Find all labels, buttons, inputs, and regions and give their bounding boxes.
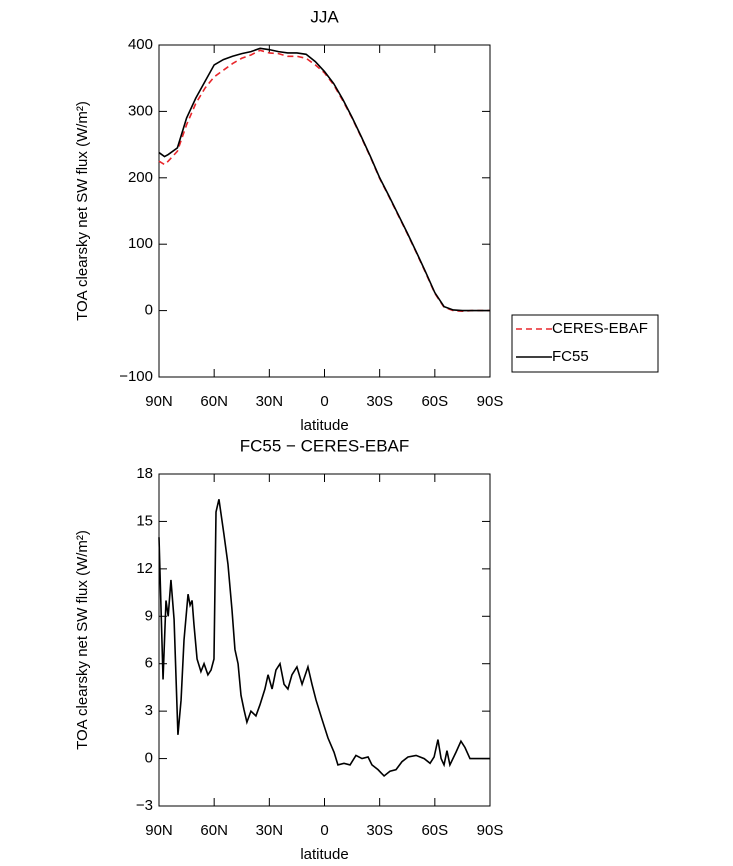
x-tick-label: 0 <box>320 393 328 410</box>
legend-label: CERES-EBAF <box>552 320 648 337</box>
y-tick-label: 6 <box>145 655 153 672</box>
x-tick-label: 60N <box>200 822 228 839</box>
y-tick-label: 0 <box>145 302 153 319</box>
x-tick-label: 30N <box>256 822 284 839</box>
y-tick-label: 0 <box>145 750 153 767</box>
x-tick-label: 90S <box>477 822 504 839</box>
x-axis-label: latitude <box>300 417 348 434</box>
y-tick-label: −3 <box>136 797 153 814</box>
chart-title: JJA <box>310 7 339 26</box>
y-axis-label: TOA clearsky net SW flux (W/m²) <box>74 530 91 750</box>
y-tick-label: 15 <box>136 512 153 529</box>
y-axis-label: TOA clearsky net SW flux (W/m²) <box>74 101 91 321</box>
y-tick-label: 300 <box>128 102 153 119</box>
x-tick-label: 60N <box>200 393 228 410</box>
plot-frame <box>158 44 491 378</box>
x-tick-label: 30S <box>366 393 393 410</box>
legend-box <box>511 314 659 373</box>
x-tick-label: 0 <box>320 822 328 839</box>
y-tick-label: 400 <box>128 36 153 53</box>
x-tick-label: 30S <box>366 822 393 839</box>
y-tick-label: 3 <box>145 702 153 719</box>
data-line <box>158 47 490 312</box>
y-tick-label: 200 <box>128 169 153 186</box>
data-line <box>158 49 490 313</box>
y-tick-label: 12 <box>136 560 153 577</box>
data-line <box>158 499 490 778</box>
x-tick-label: 60S <box>421 393 448 410</box>
x-tick-label: 90N <box>145 393 173 410</box>
x-tick-label: 90N <box>145 822 173 839</box>
x-tick-label: 90S <box>477 393 504 410</box>
legend-label: FC55 <box>552 348 589 365</box>
x-axis-label: latitude <box>300 846 348 863</box>
chart-title: FC55 − CERES-EBAF <box>240 436 410 455</box>
y-tick-label: 100 <box>128 235 153 252</box>
x-tick-label: 30N <box>256 393 284 410</box>
y-tick-label: 9 <box>145 607 153 624</box>
x-tick-label: 60S <box>421 822 448 839</box>
y-tick-label: −100 <box>119 368 153 385</box>
y-tick-label: 18 <box>136 465 153 482</box>
